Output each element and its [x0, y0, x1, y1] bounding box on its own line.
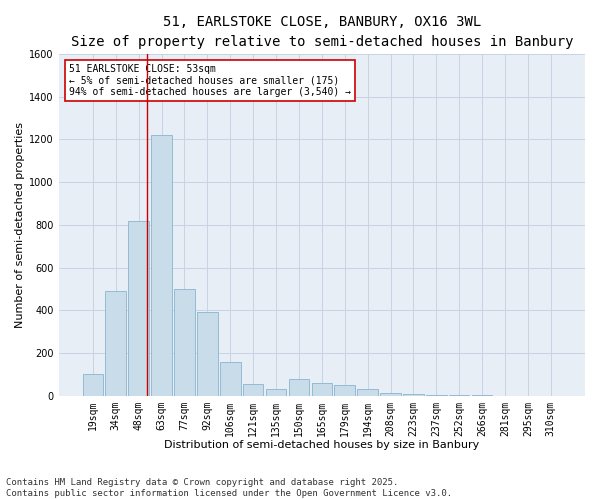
Bar [449, 395, 469, 396]
Bar [197, 312, 218, 396]
Title: 51, EARLSTOKE CLOSE, BANBURY, OX16 3WL
Size of property relative to semi-detache: 51, EARLSTOKE CLOSE, BANBURY, OX16 3WL S… [71, 15, 573, 48]
Bar [128, 220, 149, 396]
Bar [174, 289, 195, 396]
Bar [83, 374, 103, 396]
Y-axis label: Number of semi-detached properties: Number of semi-detached properties [15, 122, 25, 328]
Bar [151, 135, 172, 396]
Bar [243, 384, 263, 396]
Bar [311, 383, 332, 396]
X-axis label: Distribution of semi-detached houses by size in Banbury: Distribution of semi-detached houses by … [164, 440, 479, 450]
Bar [220, 362, 241, 396]
Text: Contains HM Land Registry data © Crown copyright and database right 2025.
Contai: Contains HM Land Registry data © Crown c… [6, 478, 452, 498]
Bar [426, 394, 446, 396]
Bar [380, 392, 401, 396]
Bar [334, 385, 355, 396]
Bar [266, 390, 286, 396]
Bar [358, 390, 378, 396]
Text: 51 EARLSTOKE CLOSE: 53sqm
← 5% of semi-detached houses are smaller (175)
94% of : 51 EARLSTOKE CLOSE: 53sqm ← 5% of semi-d… [69, 64, 351, 98]
Bar [106, 291, 126, 396]
Bar [289, 378, 309, 396]
Bar [403, 394, 424, 396]
